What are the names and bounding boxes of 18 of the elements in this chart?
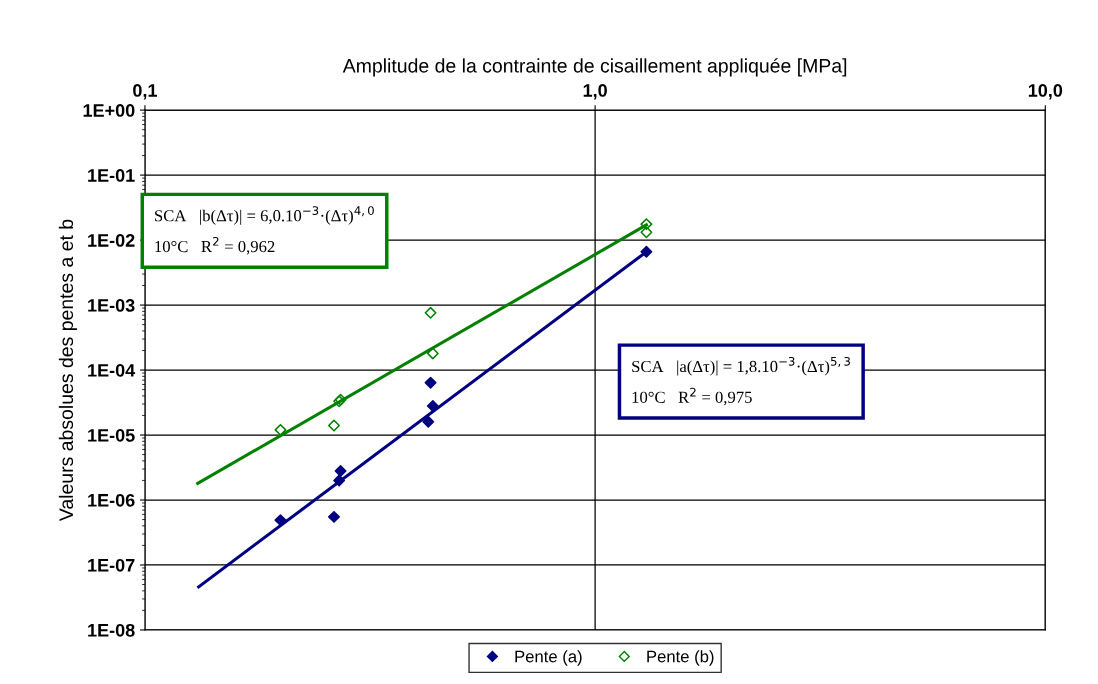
y-tick-label: 1E-06 (88, 493, 135, 507)
x-tick-label: 10,0 (1028, 84, 1063, 100)
y-axis-title: Valeurs absolues des pentes a et b (58, 219, 77, 522)
y-tick-label: 1E-04 (88, 363, 136, 377)
x-axis-title: Amplitude de la contrainte de cisaillement appliquée [MPa] (342, 58, 847, 77)
y-tick-label: 1E-08 (88, 623, 135, 637)
y-tick-label: 1E-05 (88, 428, 135, 442)
text: SCA |b(Δτ)| = 6,0.10$^{−3}$·(Δτ)$^{4,0}$ 10°C R$^{2}$ = 0,962 (155, 206, 374, 255)
y-tick-label: 1E-03 (88, 299, 135, 312)
x-tick-label: 0,1 (133, 84, 157, 100)
text: SCA |a(Δτ)| = 1,8.10$^{−3}$·(Δτ)$^{5,3}$ 10°C R$^{2}$ = 0,975 (632, 356, 850, 406)
y-tick-label: 1E+00 (83, 104, 135, 117)
y-tick-label: 1E-07 (88, 558, 135, 572)
y-tick-label: 1E-02 (88, 234, 135, 247)
x-tick-label: 1,0 (583, 84, 607, 100)
y-tick-label: 1E-01 (88, 169, 135, 182)
legend-label: Pente (a) (515, 650, 582, 666)
legend-label: Pente (b) (647, 650, 714, 666)
